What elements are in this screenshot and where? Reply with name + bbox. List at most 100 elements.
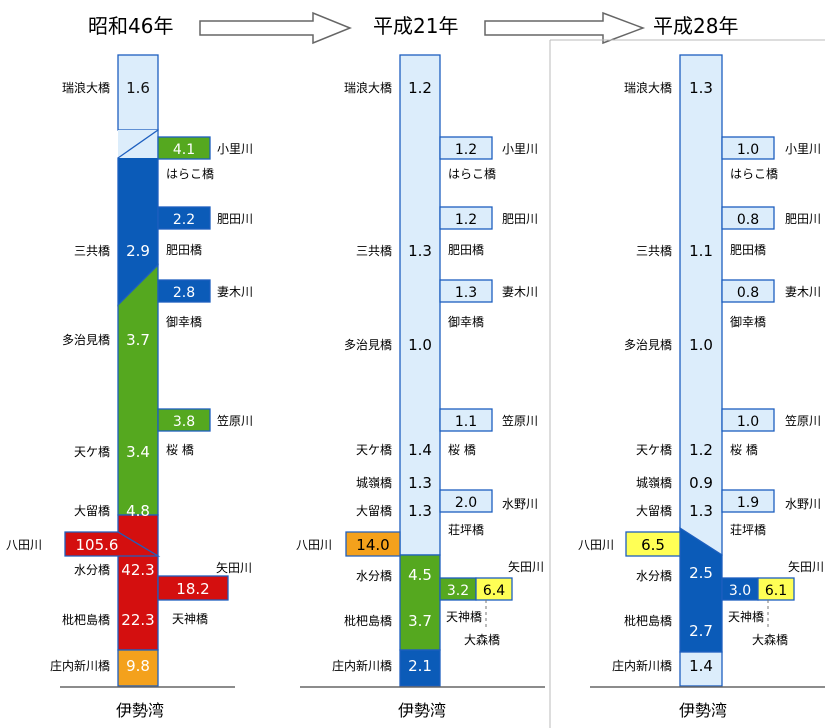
trib-box-2: [439, 206, 493, 230]
trib-river: 小里川: [502, 142, 538, 156]
station-label: 瑞浪大橋: [624, 80, 672, 95]
main-value: 3.7: [126, 331, 150, 349]
trib-value: 1.0: [737, 414, 759, 430]
main-segment-top: [679, 54, 723, 556]
trib-bridge: 桜 橋: [166, 443, 194, 457]
trib-box-4: [157, 408, 211, 432]
panel-2009-trib-labels: 1.2 小里川 はらこ橋 1.2 肥田川 肥田橋 1.3 妻木川 御幸橋 1.1…: [296, 142, 544, 720]
hatta-value: 105.6: [76, 536, 119, 554]
main-value: 2.1: [408, 657, 432, 675]
trib-bridge: 御幸橋: [448, 314, 484, 329]
yada-value-2: 6.4: [483, 583, 505, 599]
panel-2009-main-values: 1.2 1.3 1.0 1.4 1.3 1.3 4.5 3.7 2.1: [408, 79, 432, 675]
yada-value-1: 3.2: [447, 583, 469, 599]
yada-bridge-1: 天神橋: [728, 610, 764, 624]
station-label: 庄内新川橋: [612, 658, 672, 673]
trib-bridge: 桜 橋: [448, 443, 476, 457]
main-value: 1.6: [126, 79, 150, 97]
trib-bridge: 御幸橋: [730, 314, 766, 329]
main-value: 9.8: [126, 657, 150, 675]
main-segment-top: [117, 54, 159, 131]
trib-bridge: はらこ橋: [166, 167, 214, 181]
hatta-river: 八田川: [296, 538, 332, 552]
hatta-river: 八田川: [578, 538, 614, 552]
yada-box-2: [757, 577, 795, 601]
hatta-box: [625, 531, 681, 557]
yada-river: 矢田川: [788, 560, 824, 574]
station-label: 天ケ橋: [636, 443, 672, 457]
main-value: 1.3: [689, 79, 713, 97]
station-label: 庄内新川橋: [50, 658, 110, 673]
trib-river: 小里川: [217, 142, 253, 156]
trib-bridge: 肥田橋: [730, 243, 766, 257]
station-label: 大留橋: [74, 504, 110, 518]
main-value: 1.4: [689, 657, 713, 675]
trib-bridge: 肥田橋: [448, 243, 484, 257]
trib-box-3: [439, 279, 493, 303]
trib-river: 肥田川: [502, 212, 538, 226]
trib-river: 水野川: [502, 497, 538, 511]
trib-box-3: [721, 279, 775, 303]
main-value: 2.5: [689, 564, 713, 582]
trib-bridge: 肥田橋: [166, 243, 202, 257]
main-value: 22.3: [121, 611, 154, 629]
hatta-river: 八田川: [6, 538, 42, 552]
trib-box-1: [721, 136, 775, 160]
yada-value-1: 3.0: [729, 583, 751, 599]
trib-value: 1.2: [455, 212, 477, 228]
trib-box-1: [439, 136, 493, 160]
main-segment-top: [399, 54, 441, 556]
station-label: 城嶺橋: [636, 476, 672, 490]
yada-river: 矢田川: [508, 560, 544, 574]
panel-2016-main-values: 1.3 1.1 1.0 1.2 0.9 1.3 2.5 2.7 1.4: [689, 79, 713, 675]
trib-value: 4.1: [173, 142, 195, 158]
station-label: 三共橋: [636, 244, 672, 258]
main-segment-bottom: [679, 651, 723, 687]
station-label: 天ケ橋: [356, 443, 392, 457]
main-value: 4.5: [408, 566, 432, 584]
trib-river: 笠原川: [502, 413, 538, 428]
trib-box-2: [721, 206, 775, 230]
trib-value: 2.0: [455, 495, 477, 511]
trib-bridge: 桜 橋: [730, 443, 758, 457]
main-value: 1.0: [689, 336, 713, 354]
hatta-value: 6.5: [641, 536, 665, 554]
trib-value: 2.8: [173, 285, 195, 301]
main-value: 2.7: [689, 622, 713, 640]
yada-box: [157, 575, 229, 601]
trib-river: 水野川: [785, 497, 821, 511]
trib-value: 3.8: [173, 414, 195, 430]
bottom-label: 伊勢湾: [398, 701, 446, 720]
panel-1971: [60, 54, 235, 688]
panel-1971-main-values: 1.6 2.9 3.7 3.4 4.8 42.3 22.3 9.8: [121, 79, 154, 675]
yada-bridge: 天神橋: [172, 612, 208, 626]
main-value: 4.8: [126, 502, 150, 520]
main-value: 1.2: [408, 79, 432, 97]
station-label: 三共橋: [74, 244, 110, 258]
period-arrow-1: [199, 11, 352, 45]
main-segment-blue: [399, 649, 441, 687]
panel-2009: [300, 54, 545, 688]
main-value: 1.4: [408, 441, 432, 459]
trib-value: 0.8: [737, 212, 759, 228]
station-label: 枇杷島橋: [344, 613, 392, 628]
trib-river: 笠原川: [785, 413, 821, 428]
main-value: 1.3: [408, 502, 432, 520]
hatta-value: 14.0: [356, 536, 389, 554]
trib-box-3: [157, 279, 211, 303]
main-value: 0.9: [689, 474, 713, 492]
trib-box-2: [157, 206, 211, 230]
trib-value: 1.2: [455, 142, 477, 158]
main-value: 1.0: [408, 336, 432, 354]
trib-value: 2.2: [173, 212, 195, 228]
main-value: 3.7: [408, 612, 432, 630]
main-value: 1.3: [408, 474, 432, 492]
trib-river: 妻木川: [785, 285, 821, 299]
bottom-label: 伊勢湾: [679, 701, 727, 720]
trib-river: 小里川: [785, 142, 821, 156]
trib-box-1: [157, 136, 211, 160]
station-label: 水分橋: [74, 563, 110, 577]
trib-value: 1.1: [455, 414, 477, 430]
trib-box-5: [439, 489, 493, 513]
